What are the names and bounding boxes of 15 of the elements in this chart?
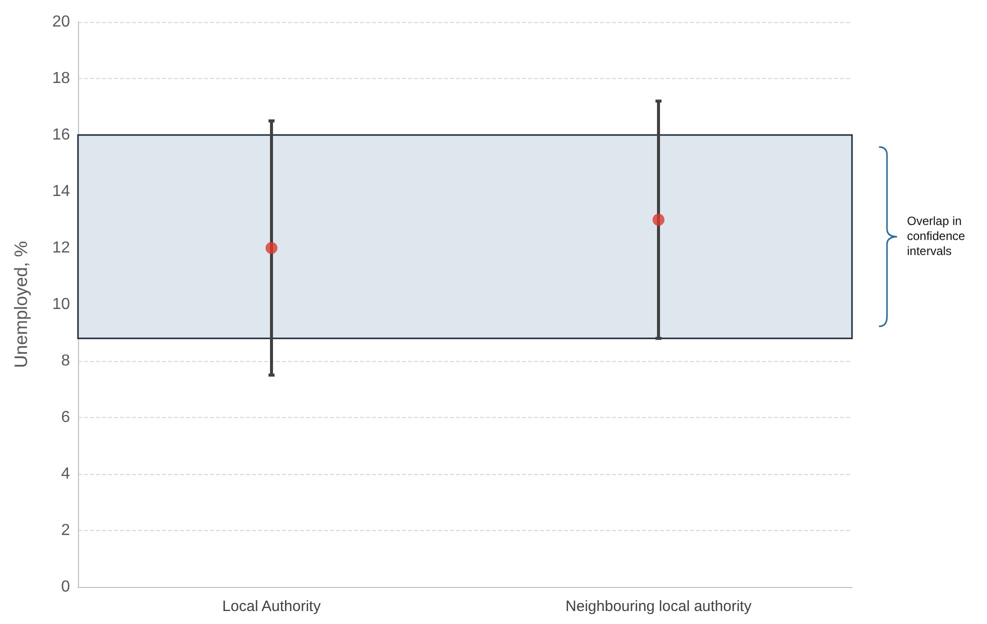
y-axis-title: Unemployed, % xyxy=(11,240,31,368)
y-tick-label: 6 xyxy=(61,409,70,426)
y-tick-label: 14 xyxy=(52,183,70,200)
y-tick-label: 18 xyxy=(52,70,70,87)
y-tick-label: 2 xyxy=(61,522,70,539)
y-tick-label: 10 xyxy=(52,296,70,313)
x-tick-label: Local Authority xyxy=(222,598,322,615)
x-tick-label: Neighbouring local authority xyxy=(566,598,752,615)
y-tick-label: 12 xyxy=(52,240,70,256)
y-tick-label: 20 xyxy=(52,14,70,30)
y-tick-label: 8 xyxy=(61,352,70,370)
y-tick-label: 4 xyxy=(61,466,70,482)
y-tick-label: 16 xyxy=(52,126,70,144)
text: Overlap in confidence intervals xyxy=(907,214,966,259)
y-tick-label: 0 xyxy=(61,578,70,596)
